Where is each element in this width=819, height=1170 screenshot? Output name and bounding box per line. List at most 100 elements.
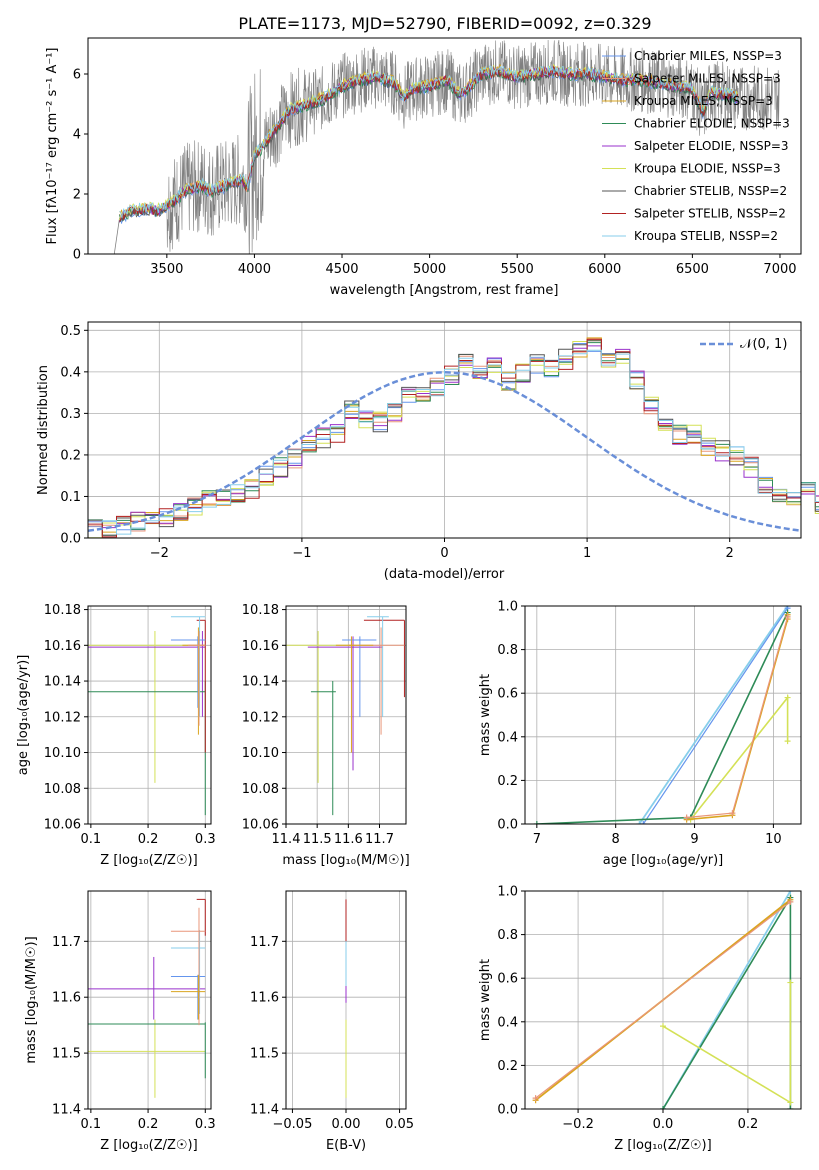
mass-vs-ebv-xtick-label: −0.05	[273, 1117, 313, 1132]
histogram-step-8	[88, 349, 819, 535]
weight-vs-age-ylabel: mass weight	[478, 674, 493, 756]
residuals-xtick-label: 2	[726, 546, 734, 561]
weight-vs-age-xtick-label: 10	[765, 832, 782, 847]
weight-vs-Z-marker-2-1	[787, 1099, 794, 1106]
age-vs-Z-ytick-label: 10.18	[44, 603, 81, 618]
spectrum-xtick-label: 3500	[150, 262, 183, 277]
mass-vs-ebv-ytick-label: 11.4	[250, 1103, 279, 1118]
spectrum-legend-label-2: Kroupa MILES, NSSP=3	[634, 94, 773, 108]
residuals-plot	[87, 322, 819, 539]
weight-vs-age-marker-0-0	[636, 821, 643, 824]
mass-vs-ebv-xtick-label: 0.00	[332, 1117, 361, 1132]
residuals-xlabel: (data-model)/error	[384, 567, 505, 582]
age-vs-Z-ytick-label: 10.10	[44, 746, 81, 761]
age-vs-Z-ytick-label: 10.08	[44, 782, 81, 797]
spectrum-legend-label-3: Chabrier ELODIE, NSSP=3	[634, 117, 790, 131]
age-vs-Z-xtick-label: 0.2	[138, 832, 159, 847]
mass-vs-Z-ytick-label: 11.4	[52, 1103, 81, 1118]
age-vs-mass-panel: 11.4 11.5 11.6 11.7 10.06 10.08 10.10 10.12 10.1…	[242, 603, 410, 868]
spectrum-legend-label-4: Salpeter ELODIE, NSSP=3	[634, 139, 789, 153]
residuals-xtick-label: 0	[440, 546, 448, 561]
weight-vs-age-marker-5-0	[683, 814, 690, 821]
mass-vs-Z-ytick-label: 11.6	[52, 991, 81, 1006]
spectrum-xlabel: wavelength [Angstrom, rest frame]	[330, 283, 559, 298]
residuals-legend: 𝒩(0, 1)	[700, 337, 787, 352]
mass-vs-ebv-panel: −0.05 0.00 0.05 11.4 11.5 11.6 11.7 E(B-V)	[250, 890, 414, 1153]
residuals-ylabel: Normed distribution	[36, 365, 51, 495]
weight-vs-age-series-2	[536, 612, 789, 824]
weight-vs-Z-marker-0-1	[787, 891, 794, 894]
spectrum-ytick-label: 0	[73, 248, 81, 263]
normal-curve	[87, 371, 802, 532]
weight-vs-age-series-1	[642, 607, 789, 824]
spectrum-panel: 3500 4000 4500 5000 5500 6000 6500 7000 0 2 4 6 wav…	[45, 37, 802, 298]
spectrum-ylabel: Flux [fλ10⁻¹⁷ erg cm⁻² s⁻¹ A⁻¹]	[45, 48, 60, 245]
spectrum-lines	[113, 39, 780, 254]
residuals-ytick-label: 0.4	[60, 365, 81, 380]
mass-vs-ebv-xlabel: E(B-V)	[326, 1138, 366, 1153]
age-vs-Z-xlabel: Z [log₁₀(Z/Z☉)]	[100, 853, 197, 868]
residuals-xtick-label: 1	[583, 546, 591, 561]
spectrum-xtick-label: 4500	[325, 262, 358, 277]
age-vs-Z-xtick-label: 0.1	[81, 832, 102, 847]
weight-vs-Z-ylabel: mass weight	[478, 959, 493, 1041]
mass-vs-ebv-ytick-label: 11.5	[250, 1047, 279, 1062]
spectrum-xtick-label: 6000	[588, 262, 621, 277]
weight-vs-Z-xtick-label: −0.2	[562, 1117, 594, 1132]
age-vs-mass-xtick-label: 11.7	[365, 832, 394, 847]
figure-title: PLATE=1173, MJD=52790, FIBERID=0092, z=0…	[238, 14, 651, 33]
age-vs-Z-ytick-label: 10.14	[44, 675, 81, 690]
age-vs-mass-ytick-label: 10.18	[242, 603, 279, 618]
weight-vs-age-ytick-label: 0.2	[497, 774, 518, 789]
weight-vs-age-xlabel: age [log₁₀(age/yr)]	[603, 853, 724, 868]
weight-vs-age-marker-3-2	[784, 738, 791, 745]
weight-vs-Z-marker-4-0	[532, 1095, 539, 1102]
weight-vs-Z-xtick-label: 0.2	[738, 1117, 759, 1132]
weight-vs-Z-ytick-label: 0.0	[497, 1103, 518, 1118]
mass-vs-Z-ytick-label: 11.5	[52, 1047, 81, 1062]
mass-vs-Z-xtick-label: 0.3	[195, 1117, 216, 1132]
age-vs-mass-ytick-label: 10.16	[242, 639, 279, 654]
weight-vs-age-marker-3-1	[784, 694, 791, 701]
weight-vs-age-marker-1-0	[640, 821, 647, 824]
age-vs-mass-ytick-label: 10.08	[242, 782, 279, 797]
weight-vs-Z-panel: −0.2 0.0 0.2 0.0 0.2 0.4 0.6 0.8 1.0 Z [log₁₀(Z/…	[478, 885, 802, 1153]
weight-vs-Z-lines	[532, 891, 794, 1109]
mass-vs-ebv-ytick-label: 11.6	[250, 991, 279, 1006]
weight-vs-Z-xtick-label: 0.0	[653, 1117, 674, 1132]
weight-vs-Z-ytick-label: 0.4	[497, 1015, 518, 1030]
spectrum-legend-label-8: Kroupa STELIB, NSSP=2	[634, 229, 778, 243]
mass-vs-Z-xlabel: Z [log₁₀(Z/Z☉)]	[100, 1138, 197, 1153]
spectrum-plot	[113, 39, 780, 254]
weight-vs-age-marker-5-2	[784, 613, 791, 620]
mass-vs-ebv-ytick-label: 11.7	[250, 935, 279, 950]
spectrum-legend: Chabrier MILES, NSSP=3 Salpeter MILES, NS…	[602, 49, 790, 243]
residuals-ytick-label: 0.3	[60, 407, 81, 422]
mass-vs-Z-ytick-label: 11.7	[52, 935, 81, 950]
spectrum-frame	[87, 37, 802, 255]
age-vs-mass-xtick-label: 11.5	[303, 832, 332, 847]
weight-vs-Z-marker-1-0	[660, 1106, 666, 1109]
residuals-xtick-label: −1	[292, 546, 311, 561]
residuals-tick-labels: −2 −1 0 1 2 0.0 0.1 0.2 0.3 0.4 0.5	[60, 324, 734, 561]
normal-legend-label: 𝒩(0, 1)	[740, 337, 787, 352]
weight-vs-Z-marker-1-2	[787, 1106, 794, 1109]
spectrum-xtick-label: 5500	[501, 262, 534, 277]
mass-vs-Z-panel: 0.1 0.2 0.3 11.4 11.5 11.6 11.7 Z [log₁₀(Z/Z☉)…	[24, 890, 216, 1153]
weight-vs-age-frame	[524, 605, 802, 825]
spectrum-xtick-label: 6500	[676, 262, 709, 277]
weight-vs-Z-ytick-label: 0.2	[497, 1059, 518, 1074]
age-vs-Z-panel: 0.1 0.2 0.3 10.06 10.08 10.10 10.12 10.14 10.16 1…	[16, 603, 216, 868]
weight-vs-age-xtick-label: 9	[690, 832, 698, 847]
spectrum-xtick-label: 4000	[238, 262, 271, 277]
age-vs-mass-ytick-label: 10.14	[242, 675, 279, 690]
mass-vs-Z-frame	[87, 890, 212, 1110]
spectrum-tick-labels: 3500 4000 4500 5000 5500 6000 6500 7000 0 2 4 6	[73, 68, 797, 278]
residuals-xtick-label: −2	[150, 546, 169, 561]
spectrum-ytick-label: 2	[73, 188, 81, 203]
spectrum-legend-label-5: Kroupa ELODIE, NSSP=3	[634, 162, 781, 176]
spectrum-legend-label-1: Salpeter MILES, NSSP=3	[634, 72, 781, 86]
weight-vs-Z-ytick-label: 1.0	[497, 885, 518, 900]
observed-spectrum-edge	[113, 217, 120, 254]
